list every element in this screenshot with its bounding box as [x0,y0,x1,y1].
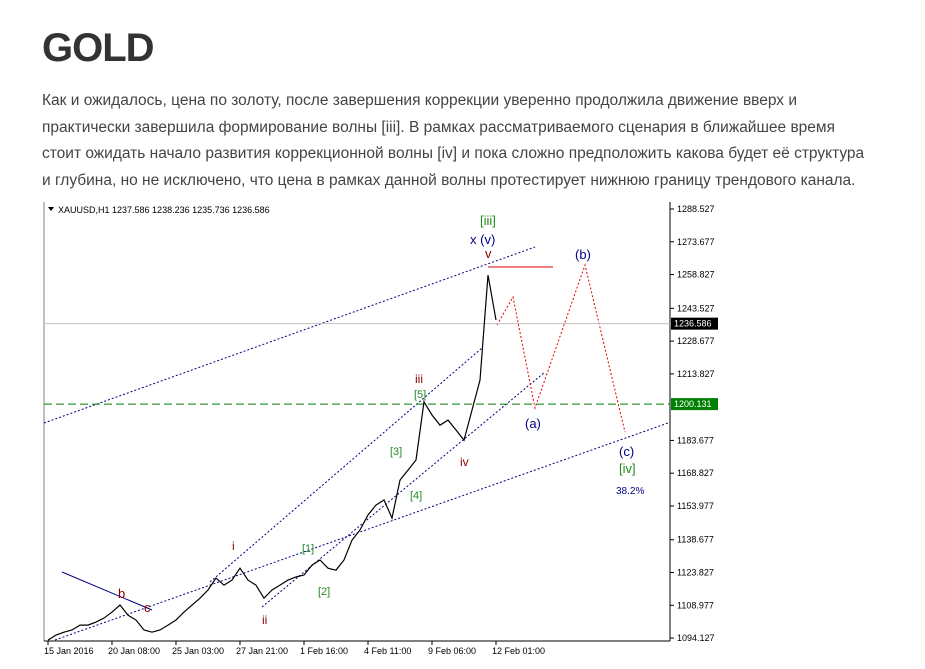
y-tick-label: 1153.977 [677,501,714,511]
article-line: Как и ожидалось, цена по золоту, после з… [42,92,798,109]
y-tick-label: 1123.827 [677,568,714,578]
article-line: стоит ожидать начало развития коррекцион… [42,145,865,162]
menu-arrow [48,207,54,211]
wave-label: iii [415,372,423,386]
y-tick-label: 1258.827 [677,270,715,280]
wave-label: 38.2% [616,486,644,497]
forecast-path [496,263,626,433]
channel-upper [43,246,536,424]
wave-label: (b) [575,247,591,262]
wave-label: v [485,246,492,261]
x-tick-label: 4 Feb 11:00 [364,646,411,656]
wave-label: [iv] [619,461,636,476]
chart-title: XAUUSD,H1 1237.586 1238.236 1235.736 123… [58,205,270,215]
wave-label: b [118,586,125,601]
y-tick-label: 1243.527 [677,303,715,313]
x-tick-label: 20 Jan 08:00 [108,646,160,656]
y-tick-label: 1228.677 [677,336,715,346]
y-tick-label: 1108.977 [677,600,714,610]
x-tick-label: 12 Feb 01:00 [492,646,545,656]
wave-label: (a) [525,416,541,431]
title: GOLD [42,26,155,70]
plot-area [44,202,670,641]
wave-label: [2] [318,586,330,598]
wave-label: [5] [414,389,426,401]
wave-label: [4] [410,490,422,502]
wave-label: i [232,539,235,553]
article: Как и ожидалось, цена по золоту, после з… [42,88,922,194]
y-tick-label: 1138.677 [677,535,714,545]
wave-label: c [144,600,151,615]
wave-label: iv [460,455,469,469]
y-tick-label: 1183.677 [677,435,714,445]
article-line: и глубина, но не исключено, что цена в р… [42,171,856,189]
wave-label: x (v) [470,232,495,247]
y-tick-label: 1213.827 [677,369,715,379]
price-label: 1236.586 [674,319,712,329]
price-label-box [671,317,718,330]
wave-label: (c) [619,444,634,459]
wave-label: [3] [390,446,402,458]
x-tick-label: 9 Feb 06:00 [428,646,476,656]
y-tick-label: 1094.127 [677,633,715,643]
x-tick-label: 15 Jan 2016 [44,646,94,656]
x-tick-label: 1 Feb 16:00 [300,646,348,656]
wave-label: ii [262,613,267,627]
price-line-series [47,274,497,641]
y-tick-label: 1273.677 [677,237,715,247]
x-tick-label: 27 Jan 21:00 [236,646,288,656]
trend-line [61,571,153,611]
wave-label: [iii] [480,213,496,228]
wave-label: [1] [302,543,314,555]
x-tick-label: 25 Jan 03:00 [172,646,224,656]
article-line: практически завершила формирование волны… [42,118,835,136]
level-label-box [671,398,718,411]
level-label: 1200.131 [674,399,712,409]
y-tick-label: 1288.527 [677,204,715,214]
channel-lower [54,422,669,641]
y-tick-label: 1168.827 [677,468,714,478]
